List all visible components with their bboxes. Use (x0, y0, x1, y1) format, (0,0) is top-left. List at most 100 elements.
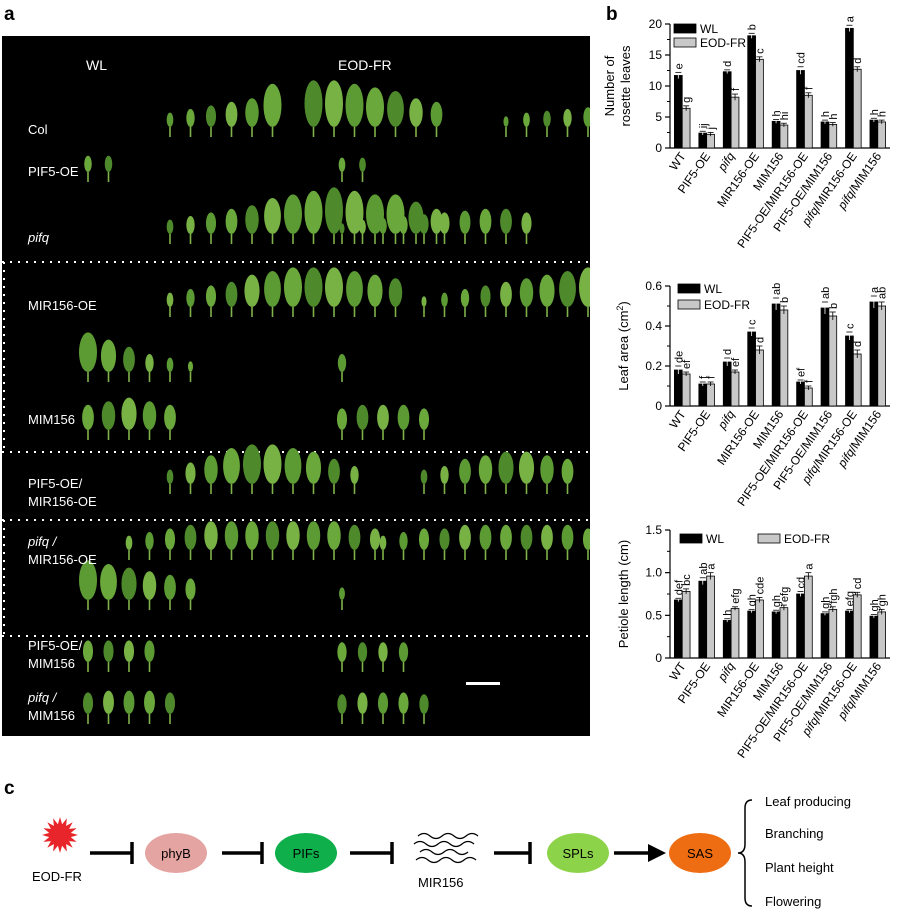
legend-label-2-1: EOD-FR (784, 532, 830, 546)
leaf-eod-7-8 (541, 524, 553, 550)
leaf-wl-3-5 (264, 271, 281, 307)
leaf-wl-4-0 (79, 332, 97, 373)
bar-2-0-5 (796, 593, 805, 659)
sig-letter-0-1-2: f (730, 87, 742, 91)
spls-label: SPLs (562, 846, 594, 861)
leaf-wl-2-8 (325, 187, 343, 235)
photo-row-label-7-0: PIF5-OE/ (28, 638, 83, 653)
bar-1-0-8 (869, 301, 879, 407)
leaf-wl-2-0 (166, 219, 174, 234)
leaf-wl-2-1 (186, 216, 195, 234)
leaf-wl-0-6 (304, 80, 323, 127)
chart-rosette-leaves: 0 5 10 15 20 Number ofrosette leaves e g WT ij j PI… (598, 8, 898, 263)
leaf-eod-5-0 (336, 408, 348, 431)
leaf-wl-7-12 (369, 528, 381, 550)
bar-1-0-2 (722, 361, 732, 407)
bar-1-1-2 (730, 371, 740, 407)
leaf-eod-10-4 (419, 694, 429, 714)
leaf-wl-8-3 (142, 571, 157, 600)
leaf-eod-10-1 (357, 692, 368, 714)
sig-letter-0-1-5: f (803, 86, 815, 90)
leaf-wl-10-0 (82, 692, 94, 714)
legend-swatch-2-0 (679, 533, 703, 544)
panel-label-a: a (4, 4, 15, 25)
legend-swatch-2-1 (757, 533, 781, 544)
leaf-wl-5-3 (142, 401, 157, 430)
leaf-eod-3-4 (500, 281, 512, 307)
leaf-eod-9-3 (398, 642, 409, 662)
leaf-wl-6-9 (350, 466, 359, 484)
leaf-wl-9-2 (123, 640, 135, 662)
photo-row-label-8-0: pifq / (27, 690, 58, 705)
sig-letter-0-0-5: cd (796, 52, 808, 64)
pathway-diagram: EOD-FR phyB PIFs MIR156 SPLs SAS Leaf pr… (0, 780, 900, 914)
sig-letter-2-0-1: ab (698, 563, 710, 575)
leaf-wl-6-6 (284, 448, 302, 484)
y-tick-label-0-4: 20 (649, 17, 663, 31)
outcome-2: Plant height (765, 860, 834, 875)
bar-0-1-5 (804, 94, 813, 149)
sig-letter-2-1-1: a (706, 563, 718, 570)
sig-letter-2-1-8: gh (877, 594, 889, 606)
photo-row-label-5-0: PIF5-OE/ (28, 476, 83, 491)
bar-2-1-7 (852, 594, 862, 659)
photo-leaves (79, 80, 590, 724)
leaf-eod-6-6 (540, 455, 554, 484)
photo-row-label-6-0: pifq / (27, 534, 58, 549)
leaf-wl-0-1 (186, 109, 195, 127)
leaf-wl-10-1 (103, 690, 114, 714)
leaf-wl-6-1 (185, 462, 196, 485)
legend-swatch-0-0 (673, 23, 697, 34)
legend-swatch-1-1 (677, 299, 701, 310)
bar-2-0-7 (845, 610, 854, 659)
leaf-wl-8-1 (100, 564, 117, 600)
leaf-eod-6-7 (561, 458, 574, 484)
leaf-wl-8-2 (121, 567, 137, 600)
sig-letter-1-1-3: d (754, 337, 766, 343)
bar-1-1-0 (681, 373, 691, 407)
sig-letter-1-0-8: a (869, 286, 881, 293)
leaf-eod-4-0 (337, 354, 347, 372)
leaf-wl-6-2 (204, 455, 218, 484)
leaf-eod-3-1 (441, 292, 448, 307)
sig-letter-2-1-2: efg (730, 589, 742, 604)
sig-letter-1-0-2: d (722, 349, 734, 355)
leaf-eod-0-3 (563, 109, 572, 127)
sig-letter-1-1-4: b (779, 297, 791, 303)
leaf-eod-0-4 (583, 107, 590, 127)
pathway-eod-label: EOD-FR (32, 869, 82, 884)
y-axis-label-main: Leaf area (cm (616, 311, 631, 391)
leaf-eod-10-2 (377, 692, 389, 714)
sig-letter-0-0-3: b (747, 24, 759, 30)
sig-letter-2-0-6: gh (820, 597, 832, 609)
sig-letter-2-1-5: a (803, 563, 815, 570)
sig-letter-2-0-4: gh (771, 595, 783, 607)
y-axis-label-sup: 2 (615, 306, 625, 311)
photo-row-label-1-0: PIF5-OE (28, 164, 79, 179)
leaf-wl-0-2 (205, 105, 217, 127)
mir156-label: MIR156 (418, 875, 464, 890)
sig-letter-1-1-2: ef (730, 357, 742, 367)
photo-dividers (2, 261, 590, 637)
leaf-eod-9-2 (378, 642, 388, 662)
sig-letter-0-1-4: hi (779, 112, 791, 121)
bar-2-1-2 (730, 608, 740, 659)
leaf-eod-2-0 (339, 223, 345, 235)
bar-1-1-8 (877, 305, 886, 407)
sig-letter-1-0-3: c (747, 319, 759, 325)
spls-node (547, 833, 609, 873)
pifs-node (275, 833, 337, 873)
leaf-eod-10-3 (398, 692, 409, 714)
leaf-eod-2-1 (359, 219, 366, 234)
leaf-wl-4-5 (187, 361, 194, 372)
y-axis-label-1: Leaf area (cm2) (615, 301, 631, 391)
leaf-eod-7-2 (418, 528, 430, 550)
y-tick-label-1-0: 0 (655, 399, 662, 413)
y-tick-label-0-1: 5 (655, 110, 662, 124)
sig-letter-0-0-7: a (844, 15, 856, 22)
chart-petiole-length: 0 0.5 1.0 1.5 Petiole length (cm) def bc WT ab a P… (598, 518, 898, 773)
leaf-eod-2-6 (459, 210, 471, 234)
leaf-wl-2-6 (284, 194, 302, 234)
bar-2-0-0 (674, 599, 683, 659)
bar-0-0-5 (796, 70, 805, 149)
